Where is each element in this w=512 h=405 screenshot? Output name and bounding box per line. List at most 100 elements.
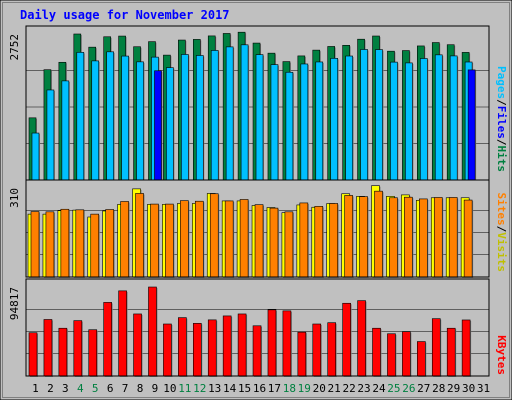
x-tick-label: 28 xyxy=(432,382,445,395)
bar-kbytes xyxy=(28,332,38,377)
bar-sites xyxy=(90,213,100,278)
x-tick-label: 6 xyxy=(107,382,114,395)
bar-sites xyxy=(299,202,309,278)
panel-sites-visits: 310 xyxy=(8,179,490,278)
bar-sites xyxy=(374,190,383,278)
legend-separator: / xyxy=(495,139,508,146)
legend-pages-files-hits: Pages/Files/Hits xyxy=(495,66,508,172)
x-axis-labels: 1 2 3 4 5 6 7 8 9 10 11 12 13 14 15 16 17 18 19 20 21 22 23 24 2… xyxy=(32,382,490,395)
bar-files xyxy=(181,54,189,181)
bar-files xyxy=(61,80,70,181)
x-tick-label: 18 xyxy=(283,382,296,395)
x-tick-label: 15 xyxy=(238,382,251,395)
bar-files xyxy=(106,51,114,181)
bar-files xyxy=(136,61,144,181)
bar-kbytes xyxy=(192,323,202,377)
legend-files: Files xyxy=(495,106,508,139)
x-tick-label: 19 xyxy=(298,382,311,395)
bar-kbytes xyxy=(237,313,247,377)
bar-kbytes xyxy=(163,323,172,377)
bar-kbytes xyxy=(297,331,307,377)
bar-sites xyxy=(284,211,294,278)
x-tick-label: 31 xyxy=(477,382,490,395)
bar-sites xyxy=(389,197,398,278)
bar-kbytes xyxy=(446,327,456,377)
legend-visits: Visits xyxy=(495,232,508,272)
bar-sites xyxy=(75,209,85,278)
x-tick-label: 17 xyxy=(268,382,281,395)
bar-sites xyxy=(314,206,324,278)
legend-separator: / xyxy=(495,226,508,233)
bar-sites xyxy=(30,211,40,278)
bar-files xyxy=(31,132,40,181)
bar-files xyxy=(315,61,324,181)
chart-title: Daily usage for November 2017 xyxy=(20,8,230,22)
bar-pages xyxy=(154,70,162,181)
bar-sites xyxy=(194,200,204,278)
panel-pages-files-hits: 2752 xyxy=(8,25,490,182)
bar-kbytes xyxy=(282,310,292,377)
bar-kbytes xyxy=(387,333,396,377)
bar-files xyxy=(375,49,383,181)
x-tick-label: 22 xyxy=(342,382,355,395)
bar-sites xyxy=(165,203,174,278)
bar-kbytes xyxy=(118,290,127,377)
bar-kbytes xyxy=(58,327,68,377)
x-tick-label: 5 xyxy=(92,382,99,395)
bar-kbytes xyxy=(431,318,441,377)
panel-kbytes: 94817 xyxy=(8,278,490,377)
inner-frame xyxy=(2,2,510,398)
bar-sites xyxy=(60,208,70,278)
bar-files xyxy=(434,54,443,181)
bar-kbytes xyxy=(148,286,157,377)
bar-files xyxy=(225,46,234,181)
plot-border xyxy=(25,278,490,377)
bar-sites xyxy=(105,209,114,278)
bar-sites xyxy=(329,203,339,278)
bar-kbytes xyxy=(88,329,98,377)
bar-sites xyxy=(120,201,129,278)
bar-sites xyxy=(254,204,264,278)
bar-kbytes xyxy=(327,322,337,377)
bar-files xyxy=(300,63,309,181)
plot-border xyxy=(25,179,490,278)
legend-separator: / xyxy=(495,99,508,106)
bar-files xyxy=(240,44,249,181)
bar-kbytes xyxy=(312,323,322,377)
bar-files xyxy=(360,49,368,181)
bar-files xyxy=(46,89,55,181)
bar-sites xyxy=(419,198,428,278)
bar-sites xyxy=(404,196,413,278)
y-max-label: 2752 xyxy=(8,34,21,61)
bar-files xyxy=(255,54,264,181)
bar-kbytes xyxy=(342,302,351,377)
x-tick-label: 12 xyxy=(193,382,206,395)
x-tick-label: 16 xyxy=(253,382,266,395)
bar-sites xyxy=(209,193,219,278)
x-tick-label: 25 xyxy=(387,382,400,395)
bar-sites xyxy=(359,196,368,278)
x-tick-label: 26 xyxy=(402,382,415,395)
bar-kbytes xyxy=(133,313,142,377)
bar-kbytes xyxy=(267,309,277,377)
bar-files xyxy=(166,67,174,181)
bar-kbytes xyxy=(417,341,426,377)
bar-files xyxy=(420,58,428,181)
bar-sites xyxy=(463,199,473,278)
bar-kbytes xyxy=(402,331,411,377)
bar-kbytes xyxy=(43,319,53,377)
bar-files xyxy=(91,60,100,181)
bar-files xyxy=(285,71,294,181)
bar-kbytes xyxy=(252,325,262,377)
legend-kbytes: KBytes xyxy=(495,335,508,375)
bar-files xyxy=(195,55,204,181)
bar-files xyxy=(345,55,353,181)
x-tick-label: 10 xyxy=(163,382,176,395)
x-tick-label: 4 xyxy=(77,382,84,395)
x-tick-label: 7 xyxy=(122,382,129,395)
bar-kbytes xyxy=(207,319,217,377)
x-tick-label: 23 xyxy=(357,382,370,395)
bar-sites xyxy=(224,200,234,278)
x-tick-label: 13 xyxy=(208,382,221,395)
